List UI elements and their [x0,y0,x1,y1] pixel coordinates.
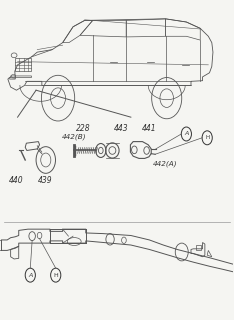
Text: 442(B): 442(B) [62,133,87,140]
Text: H: H [53,273,58,278]
Text: H: H [205,135,209,140]
Text: 228: 228 [76,124,91,133]
Text: A: A [184,132,189,137]
Text: 443: 443 [114,124,129,133]
Text: 439: 439 [38,176,53,185]
Text: 440: 440 [9,176,24,185]
Text: A: A [28,273,33,278]
Text: 442(A): 442(A) [153,161,178,167]
Text: 441: 441 [142,124,156,133]
